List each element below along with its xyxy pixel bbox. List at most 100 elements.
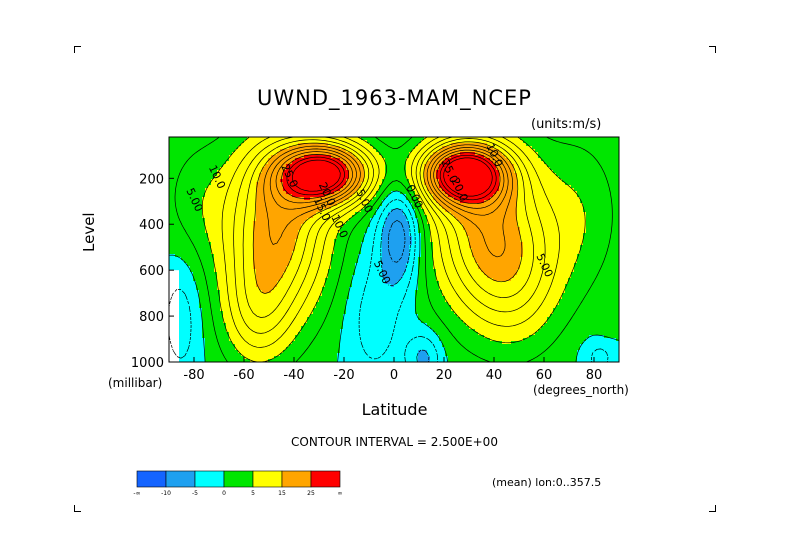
field-cell	[334, 242, 361, 245]
field-cell	[346, 305, 415, 308]
field-cell	[256, 200, 343, 203]
field-cell	[379, 185, 412, 188]
field-cell	[421, 242, 433, 245]
field-cell	[382, 266, 406, 269]
field-cell	[553, 308, 619, 311]
field-cell	[577, 194, 619, 197]
field-cell	[556, 173, 619, 176]
field-cell	[358, 254, 382, 257]
field-cell	[205, 191, 256, 194]
field-cell	[430, 326, 469, 329]
field-cell	[343, 323, 427, 326]
field-cell	[259, 173, 283, 176]
field-cell	[385, 167, 406, 170]
field-cell	[247, 137, 361, 140]
field-cell	[289, 344, 340, 347]
y-axis-ticks: 200 400 600 800 1000	[131, 172, 174, 371]
field-cell	[169, 356, 205, 359]
field-cell	[304, 155, 331, 158]
field-cell	[388, 215, 406, 218]
field-cell	[340, 230, 367, 233]
field-cell	[169, 338, 205, 341]
field-cell	[382, 182, 409, 185]
field-cell	[355, 266, 382, 269]
field-cell	[523, 140, 619, 143]
field-cell	[322, 293, 349, 296]
field-cell	[532, 146, 619, 149]
field-cell	[382, 251, 409, 254]
contour-line	[281, 152, 501, 205]
field-cell	[496, 164, 514, 167]
field-cell	[523, 254, 577, 257]
field-cell	[328, 143, 370, 146]
field-cell	[367, 230, 382, 233]
field-cell	[253, 227, 301, 230]
field-cell	[205, 227, 253, 230]
field-cell	[340, 347, 445, 350]
field-cell	[211, 179, 259, 182]
field-cell	[220, 293, 322, 296]
field-cell	[460, 200, 484, 203]
field-cell	[487, 143, 526, 146]
field-cell	[433, 248, 472, 251]
contour-line	[380, 208, 430, 363]
field-cell	[169, 215, 202, 218]
field-cell	[202, 206, 256, 209]
field-cell	[253, 236, 298, 239]
field-cell	[418, 269, 436, 272]
field-cell	[205, 224, 253, 227]
field-cell	[343, 185, 361, 188]
field-cell	[418, 359, 430, 362]
field-cell	[283, 272, 328, 275]
field-cell	[289, 260, 331, 263]
field-cell	[169, 257, 181, 260]
field-cell	[433, 329, 475, 332]
field-cell	[412, 149, 439, 152]
field-cell	[340, 329, 433, 332]
field-cell	[256, 197, 304, 200]
field-cell	[256, 215, 313, 218]
field-cell	[586, 215, 619, 218]
field-cell	[373, 197, 385, 200]
field-cell	[184, 260, 214, 263]
field-cell	[583, 203, 619, 206]
field-cell	[355, 155, 382, 158]
colorbar-tick-label: 15	[278, 490, 286, 497]
field-cell	[370, 143, 418, 146]
field-cell	[499, 173, 517, 176]
x-axis-label: Latitude	[361, 400, 428, 419]
field-cell	[253, 251, 292, 254]
colorbar-swatch	[223, 470, 254, 488]
field-cell	[544, 323, 619, 326]
field-cell	[385, 164, 406, 167]
field-cell	[559, 176, 619, 179]
field-cell	[277, 281, 325, 284]
field-cell	[385, 176, 406, 179]
field-cell	[547, 164, 619, 167]
field-cell	[421, 251, 433, 254]
field-cell	[517, 212, 586, 215]
field-cell	[193, 272, 217, 275]
field-cell	[379, 206, 412, 209]
field-cell	[475, 329, 538, 332]
field-cell	[334, 251, 361, 254]
field-cell	[415, 191, 430, 194]
field-cell	[277, 152, 352, 155]
field-cell	[406, 170, 424, 173]
field-cell	[418, 278, 436, 281]
field-cell	[220, 296, 319, 299]
field-cell	[169, 242, 211, 245]
field-cell	[271, 290, 322, 293]
field-cell	[316, 212, 355, 215]
field-cell	[385, 281, 397, 284]
field-cell	[451, 308, 553, 311]
field-cell	[244, 356, 274, 359]
field-cell	[475, 152, 502, 155]
field-cell	[349, 296, 415, 299]
field-cell	[169, 326, 202, 329]
crop-mark-top-left	[74, 46, 81, 53]
field-cell	[382, 272, 403, 275]
field-cell	[418, 224, 430, 227]
field-cell	[169, 299, 199, 302]
field-cell	[427, 218, 457, 221]
